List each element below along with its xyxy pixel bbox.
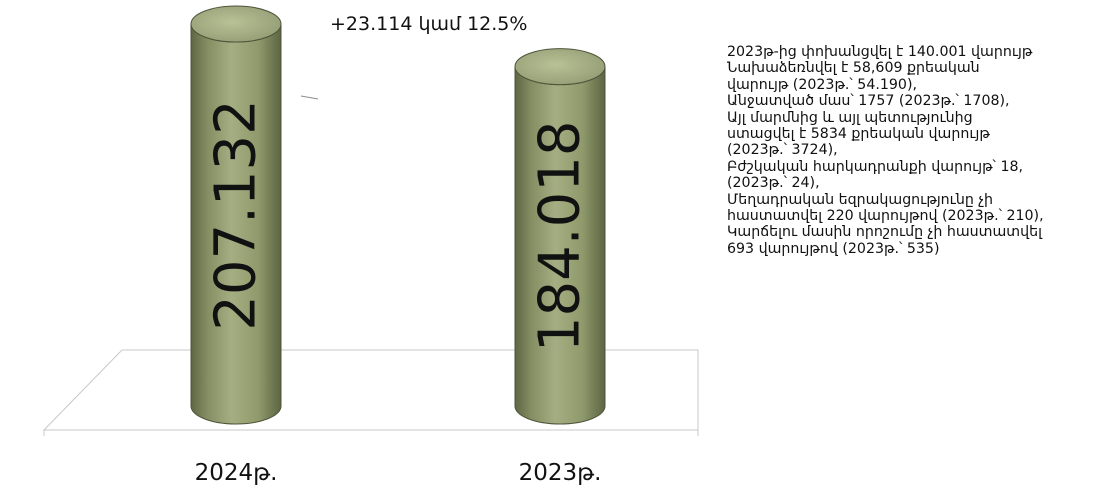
category-label: 2024թ. <box>195 460 278 486</box>
bar-value-label: 184.018 <box>528 121 593 353</box>
notes-line: (2023թ.՝ 3724), <box>727 142 838 159</box>
notes-line: 2023թ-ից փոխանցվել է 140.001 վարույթ <box>727 44 1033 60</box>
notes-line: Մեղադրական եզրակացությունը չի <box>727 191 994 208</box>
category-label: 2023թ. <box>519 460 602 486</box>
notes-line: Անջատված մաս՝ 1757 (2023թ.՝ 1708), <box>727 93 1010 110</box>
bars-group: 207.132 184.018 <box>190 5 606 425</box>
notes-line: Կարճելու մասին որոշումը չի հաստատվել <box>727 224 1042 241</box>
notes-line: Նախաձեռնվել է 58,609 քրեական <box>727 60 980 77</box>
notes-line: (2023թ.՝ 24), <box>727 175 820 192</box>
annotation-leader-line <box>300 95 319 100</box>
notes-line: վարույթ (2023թ.՝ 54.190), <box>727 76 917 93</box>
bar-2024թ.: 207.132 <box>190 5 282 425</box>
bar-top <box>190 5 282 43</box>
notes-line: 693 վարույթով (2023թ.՝ 535) <box>727 240 940 257</box>
bar-2023թ.: 184.018 <box>514 48 606 425</box>
category-labels-group: 2024թ. 2023թ. <box>195 460 602 486</box>
notes-line: Բժշկական հարկադրանքի վարույթ՝ 18, <box>727 158 1024 175</box>
difference-annotation: +23.114 կամ 12.5% <box>330 13 527 35</box>
bar-top <box>514 48 606 86</box>
notes-line: ստացվել է 5834 քրեական վարույթ <box>727 126 990 143</box>
chart-floor <box>42 349 699 431</box>
bar-value-label: 207.132 <box>204 99 269 331</box>
notes-line: հաստատվել 220 վարույթով (2023թ.՝ 210), <box>727 208 1044 225</box>
notes-block: 2023թ-ից փոխանցվել է 140.001 վարույթ Նախա… <box>727 44 1107 257</box>
notes-line: Այլ մարմնից և այլ պետությունից <box>727 109 973 126</box>
